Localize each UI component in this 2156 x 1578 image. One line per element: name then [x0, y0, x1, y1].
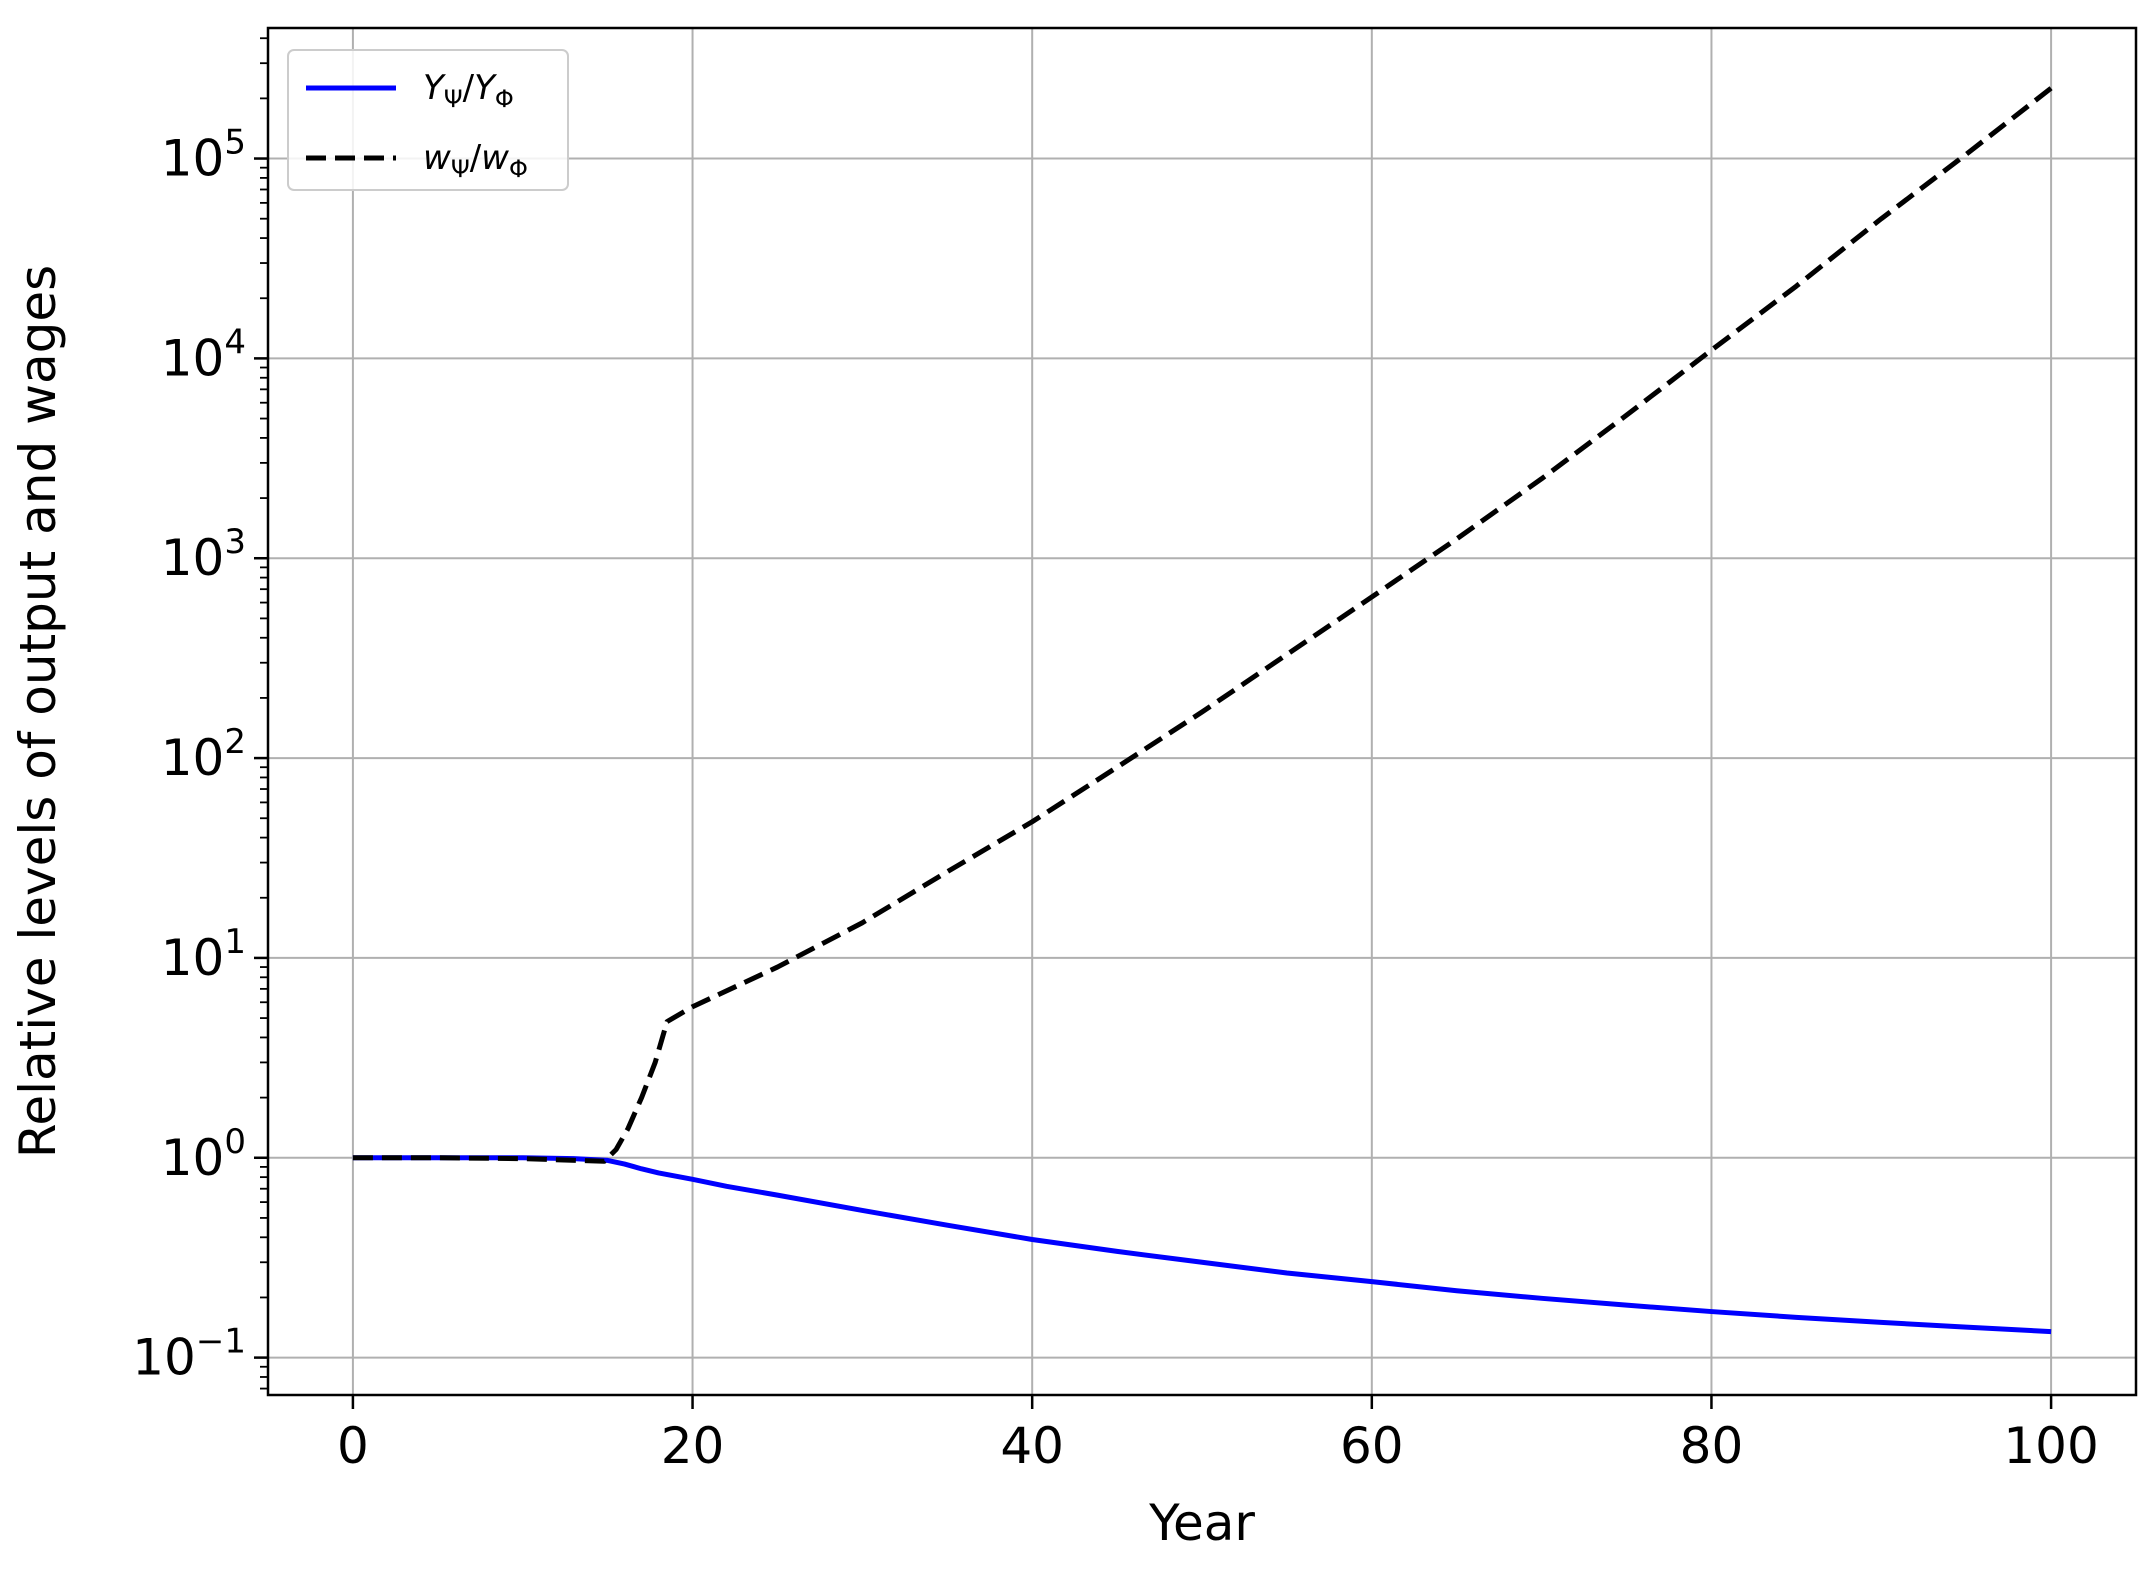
y-tick-base: 10: [161, 329, 225, 387]
y-tick-exponent: 0: [224, 1122, 246, 1162]
x-tick-label: 0: [337, 1417, 369, 1475]
y-tick-label: 101: [161, 922, 246, 987]
x-tick-label: 100: [2003, 1417, 2098, 1475]
x-tick-label: 40: [1000, 1417, 1064, 1475]
y-tick-exponent: 2: [224, 722, 246, 762]
legend-label-wages: wΨ/wΦ: [423, 138, 528, 183]
y-tick-label: 10−1: [132, 1322, 246, 1387]
x-tick-label: 20: [661, 1417, 725, 1475]
x-axis-ticks: 0 20 40 60 80 100: [337, 1395, 2099, 1475]
grid: [268, 28, 2136, 1395]
series-layer: [352, 86, 2053, 1335]
legend-output-den-sub: Φ: [495, 85, 514, 113]
y-tick-base: 10: [161, 729, 225, 787]
legend-wages-num-sub: Ψ: [451, 155, 470, 183]
y-tick-label: 102: [161, 722, 246, 787]
legend-wages-num: w: [423, 138, 451, 178]
y-tick-label: 103: [161, 522, 246, 587]
legend-box: [287, 49, 569, 191]
x-tick-label: 60: [1340, 1417, 1404, 1475]
y-tick-exponent: 1: [224, 922, 246, 962]
y-tick-label: 105: [161, 123, 246, 188]
legend-label-output: YΨ/YΦ: [423, 68, 514, 113]
plot-frame: [266, 26, 2138, 1397]
y-tick-base: 10: [132, 1329, 196, 1387]
y-tick-exponent: 3: [224, 522, 246, 562]
y-tick-exponent: −1: [196, 1322, 246, 1362]
y-tick-base: 10: [161, 929, 225, 987]
y-tick-base: 10: [161, 1129, 225, 1187]
legend-output-den: Y: [474, 68, 497, 108]
legend-wages-den: w: [481, 138, 509, 178]
legend-wages-den-sub: Φ: [509, 155, 528, 183]
legend-wages-slash: /: [470, 138, 482, 178]
y-tick-base: 10: [161, 529, 225, 587]
y-tick-label: 100: [161, 1122, 246, 1187]
y-tick-label: 104: [161, 322, 246, 387]
legend-output-num-sub: Ψ: [444, 85, 463, 113]
y-tick-exponent: 5: [224, 123, 246, 163]
y-axis-label: Relative levels of output and wages: [9, 265, 67, 1158]
y-tick-base: 10: [161, 130, 225, 188]
legend-output-num: Y: [423, 68, 446, 108]
legend-output-slash: /: [463, 68, 475, 108]
x-tick-label: 80: [1680, 1417, 1744, 1475]
y-tick-exponent: 4: [224, 322, 246, 362]
x-axis-label: Year: [1148, 1494, 1255, 1552]
series-line-output-ratio: [352, 1155, 2052, 1335]
legend: YΨ/YΦ wΨ/wΦ: [287, 49, 569, 191]
series-line-wage-ratio: [352, 86, 2053, 1164]
